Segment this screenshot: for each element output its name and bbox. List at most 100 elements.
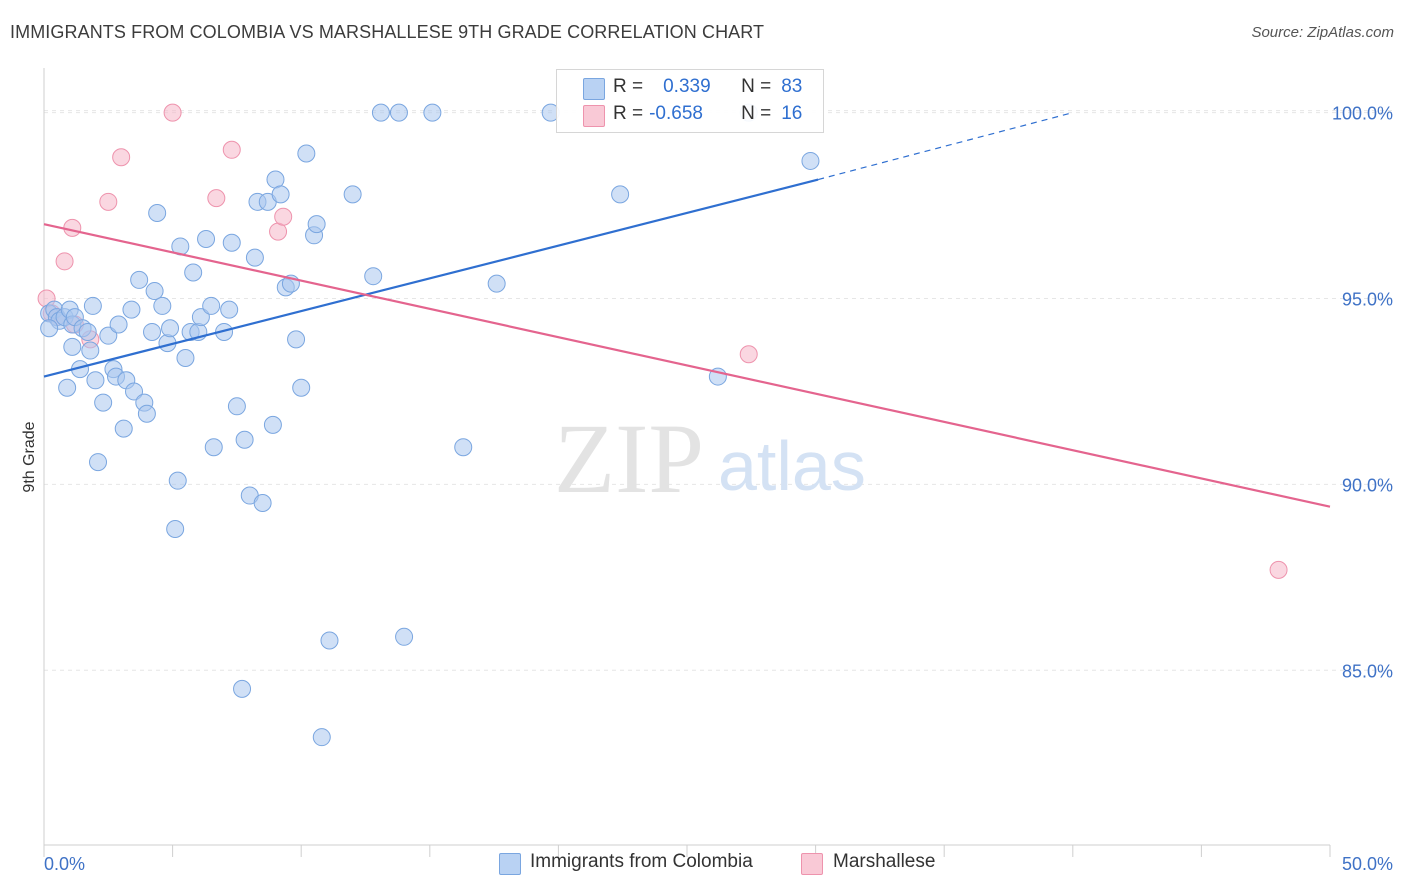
colombia-point-44	[202, 296, 221, 315]
colombia-point-64	[297, 144, 316, 163]
trend-line-colombia-extension	[818, 112, 1073, 181]
colombia-point-57	[263, 415, 282, 434]
gridlines	[44, 110, 1393, 671]
legend-n-label: N =	[741, 76, 772, 97]
legend-swatch-marshallese	[583, 105, 605, 127]
colombia-point-53	[245, 248, 264, 267]
legend-swatch-colombia	[583, 78, 605, 100]
colombia-point-35	[166, 519, 185, 538]
legend-n-value: 83	[781, 76, 803, 97]
y-tick-label-90: 90.0%	[1342, 475, 1393, 495]
colombia-point-78	[611, 185, 630, 204]
colombia-point-73	[395, 627, 414, 646]
colombia-point-28	[137, 404, 156, 423]
colombia-point-40	[184, 263, 203, 282]
marshallese-point-7	[99, 192, 118, 211]
colombia-point-12	[78, 322, 97, 341]
colombia-point-67	[312, 728, 331, 747]
legend-r-value: 0.339	[663, 76, 711, 97]
colombia-point-72	[389, 103, 408, 122]
colombia-point-71	[371, 103, 390, 122]
colombia-point-30	[145, 282, 164, 301]
y-tick-label-85: 85.0%	[1342, 661, 1393, 681]
legend-r-label: R =	[613, 76, 644, 97]
watermark-atlas: atlas	[718, 427, 866, 505]
marshallese-point-8	[112, 148, 131, 167]
colombia-point-25	[125, 382, 144, 401]
chart-title: IMMIGRANTS FROM COLOMBIA VS MARSHALLESE …	[10, 22, 765, 42]
colombia-point-21	[109, 315, 128, 334]
bottom-legend-swatch-colombia	[499, 853, 521, 875]
watermark-zip: ZIP	[554, 403, 704, 514]
watermark: ZIP atlas	[554, 403, 866, 514]
colombia-point-74	[423, 103, 442, 122]
trend-line-marshallese	[43, 223, 1331, 508]
colombia-point-18	[99, 326, 118, 345]
y-axis-title: 9th Grade	[21, 421, 38, 492]
colombia-point-32	[153, 296, 172, 315]
source-label: Source: ZipAtlas.com	[1251, 24, 1394, 41]
colombia-point-13	[81, 341, 100, 360]
colombia-point-16	[89, 453, 108, 472]
x-ticks	[43, 845, 1331, 857]
legend-row-colombia: R = 0.339 N = 83	[613, 76, 802, 98]
colombia-point-49	[227, 397, 246, 416]
colombia-point-22	[114, 419, 133, 438]
bottom-legend-swatch-marshallese	[801, 853, 823, 875]
colombia-point-51	[235, 430, 254, 449]
colombia-point-38	[176, 348, 195, 367]
colombia-point-31	[148, 203, 167, 222]
colombia-point-81	[801, 151, 820, 170]
marshallese-point-13	[274, 207, 293, 226]
bottom-legend-label-marshallese: Marshallese	[833, 851, 936, 872]
colombia-point-26	[130, 270, 149, 289]
colombia-point-42	[191, 308, 210, 327]
bottom-legend-label-colombia: Immigrants from Colombia	[530, 851, 753, 872]
colombia-point-15	[86, 371, 105, 390]
colombia-point-34	[161, 319, 180, 338]
x-tick-label-min: 0.0%	[44, 854, 85, 874]
legend-n-value: 16	[781, 103, 803, 124]
legend-r-label: R =	[613, 103, 644, 124]
colombia-point-70	[364, 267, 383, 286]
trend-line-colombia	[43, 178, 819, 378]
colombia-point-50	[233, 679, 252, 698]
colombia-point-17	[94, 393, 113, 412]
colombia-point-62	[287, 330, 306, 349]
colombia-point-59	[271, 185, 290, 204]
legend-n-label: N =	[741, 103, 772, 124]
colombia-point-63	[292, 378, 311, 397]
colombia-point-47	[220, 300, 239, 319]
colombia-point-29	[143, 322, 162, 341]
y-tick-label-100: 100.0%	[1332, 104, 1393, 124]
x-tick-label-max: 50.0%	[1342, 854, 1393, 874]
colombia-point-9	[63, 337, 82, 356]
colombia-point-48	[222, 233, 241, 252]
colombia-point-66	[307, 215, 326, 234]
colombia-point-68	[320, 631, 339, 650]
legend-r-value: -0.658	[649, 103, 703, 124]
colombia-point-36	[168, 471, 187, 490]
marshallese-point-3	[55, 252, 74, 271]
marshallese-point-11	[222, 140, 241, 159]
marshallese-point-9	[163, 103, 182, 122]
legend-row-marshallese: R = -0.658 N = 16	[613, 103, 802, 125]
trend-lines	[43, 112, 1331, 508]
colombia-point-43	[197, 230, 216, 249]
marshallese-point-4	[63, 218, 82, 237]
marshallese-point-15	[1269, 560, 1288, 579]
y-tick-label-95: 95.0%	[1342, 289, 1393, 309]
colombia-point-76	[487, 274, 506, 293]
colombia-point-14	[83, 296, 102, 315]
colombia-point-8	[58, 378, 77, 397]
marshallese-point-14	[739, 345, 758, 364]
marshallese-point-10	[207, 189, 226, 208]
y-tick-labels: 85.0% 90.0% 95.0% 100.0%	[1332, 104, 1393, 682]
series-colombia-points	[40, 103, 820, 747]
colombia-point-45	[204, 438, 223, 457]
colombia-point-82	[40, 319, 59, 338]
colombia-point-69	[343, 185, 362, 204]
colombia-point-75	[454, 438, 473, 457]
colombia-point-55	[253, 493, 272, 512]
